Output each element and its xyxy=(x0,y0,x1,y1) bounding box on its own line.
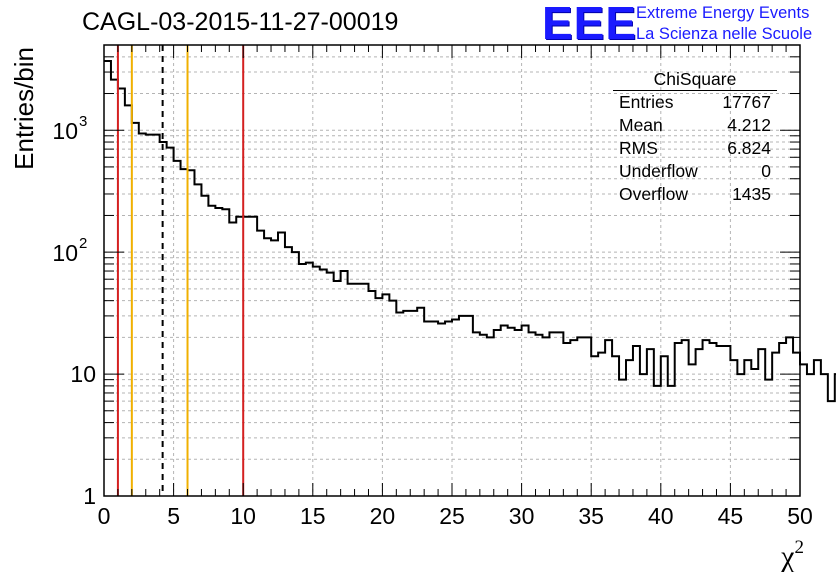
stats-value: 0 xyxy=(761,161,771,181)
chart-title: CAGL-03-2015-11-27-00019 xyxy=(82,8,399,36)
histogram-line xyxy=(104,59,836,403)
stats-value: 17767 xyxy=(722,92,771,112)
stats-row-overflow: Overflow 1435 xyxy=(613,183,777,206)
logo-mark: EEE xyxy=(542,0,638,49)
x-axis-label-symbol: χ xyxy=(780,540,795,572)
y-tick-label: 10 xyxy=(52,240,78,266)
x-axis-label-superscript: 2 xyxy=(795,537,805,558)
axis-ticks xyxy=(103,44,801,497)
reference-lines xyxy=(116,45,245,496)
x-tick-label: 20 xyxy=(370,503,396,529)
stats-value: 6.824 xyxy=(727,138,771,158)
x-tick-label: 45 xyxy=(718,503,744,529)
x-tick-label: 30 xyxy=(509,503,535,529)
grid-lines xyxy=(104,45,800,496)
stats-row-entries: Entries 17767 xyxy=(613,91,777,114)
stats-row-rms: RMS 6.824 xyxy=(613,137,777,160)
stats-label: Entries xyxy=(619,92,674,112)
x-tick-label: 25 xyxy=(439,503,465,529)
y-axis-label: Entries/bin xyxy=(9,47,39,170)
x-tick-labels: 0 5 10 15 20 25 30 35 40 45 50 xyxy=(98,503,813,529)
stats-value: 4.212 xyxy=(727,115,771,135)
y-tick-label-exponent: 2 xyxy=(79,235,87,252)
stats-label: Overflow xyxy=(619,184,689,204)
stats-row-mean: Mean 4.212 xyxy=(613,114,777,137)
y-tick-label: 10 xyxy=(70,361,96,387)
x-tick-label: 15 xyxy=(300,503,326,529)
y-tick-label: 10 xyxy=(52,118,78,144)
histogram-series xyxy=(104,59,836,403)
x-tick-label: 10 xyxy=(230,503,256,529)
stats-value: 1435 xyxy=(732,184,771,204)
stats-name: ChiSquare xyxy=(613,68,777,91)
stats-label: Mean xyxy=(619,115,663,135)
logo-line-1: Extreme Energy Events xyxy=(636,4,810,22)
x-tick-label: 35 xyxy=(578,503,604,529)
stats-box: ChiSquare Entries 17767 Mean 4.212 RMS 6… xyxy=(613,68,777,206)
x-tick-label: 50 xyxy=(787,503,813,529)
y-tick-label-exponent: 3 xyxy=(79,113,87,130)
x-tick-label: 5 xyxy=(167,503,180,529)
stats-row-underflow: Underflow 0 xyxy=(613,160,777,183)
stats-label: RMS xyxy=(619,138,658,158)
x-tick-label: 40 xyxy=(648,503,674,529)
x-tick-label: 0 xyxy=(98,503,111,529)
y-tick-label: 1 xyxy=(83,483,96,509)
stats-label: Underflow xyxy=(619,161,698,181)
x-axis-label: χ2 xyxy=(780,537,804,572)
logo-line-2: La Scienza nelle Scuole xyxy=(636,25,813,43)
